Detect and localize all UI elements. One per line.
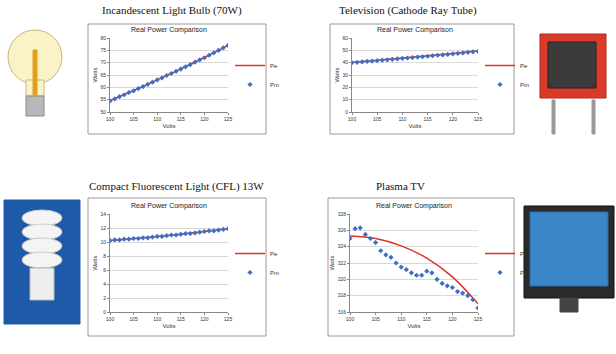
svg-text:Real Power Comparison: Real Power Comparison <box>377 26 453 34</box>
svg-text:8: 8 <box>103 253 106 259</box>
svg-text:Compact Fluorescent Light (CFL: Compact Fluorescent Light (CFL) 13W <box>89 180 264 193</box>
svg-text:105: 105 <box>371 316 380 322</box>
svg-text:0: 0 <box>103 309 106 315</box>
svg-text:Volts: Volts <box>162 123 175 129</box>
svg-text:Pe: Pe <box>520 251 528 257</box>
svg-text:318: 318 <box>338 292 347 298</box>
svg-text:100: 100 <box>106 316 115 322</box>
svg-text:125: 125 <box>474 116 483 122</box>
svg-text:2: 2 <box>103 295 106 301</box>
svg-text:75: 75 <box>100 47 106 53</box>
svg-text:Real Power Comparison: Real Power Comparison <box>376 202 452 210</box>
svg-text:20: 20 <box>342 84 348 90</box>
svg-text:40: 40 <box>342 59 348 65</box>
svg-text:110: 110 <box>397 316 405 322</box>
svg-text:324: 324 <box>338 243 347 249</box>
svg-text:Plasma TV: Plasma TV <box>376 180 425 192</box>
svg-text:110: 110 <box>153 116 161 122</box>
svg-text:60: 60 <box>100 84 106 90</box>
svg-text:Pm: Pm <box>520 82 529 88</box>
svg-text:Volts: Volts <box>408 123 421 129</box>
svg-text:115: 115 <box>177 316 185 322</box>
svg-text:100: 100 <box>348 116 357 122</box>
svg-text:110: 110 <box>398 116 406 122</box>
svg-text:Television (Cathode Ray Tube): Television (Cathode Ray Tube) <box>339 4 477 17</box>
svg-text:316: 316 <box>338 309 347 315</box>
svg-text:70: 70 <box>100 59 106 65</box>
svg-text:125: 125 <box>224 116 233 122</box>
svg-text:Real Power Comparison: Real Power Comparison <box>131 202 207 210</box>
svg-text:Watts: Watts <box>334 67 340 82</box>
svg-text:120: 120 <box>200 316 209 322</box>
svg-text:125: 125 <box>224 316 233 322</box>
svg-text:Real Power Comparison: Real Power Comparison <box>131 26 207 34</box>
svg-text:10: 10 <box>342 96 348 102</box>
svg-text:105: 105 <box>129 316 138 322</box>
svg-text:65: 65 <box>100 72 106 78</box>
svg-text:Pe: Pe <box>520 63 528 69</box>
svg-text:115: 115 <box>424 116 432 122</box>
svg-text:10: 10 <box>100 239 106 245</box>
svg-text:Volts: Volts <box>407 323 420 329</box>
svg-text:80: 80 <box>100 35 106 41</box>
svg-text:Watts: Watts <box>329 255 335 270</box>
svg-text:0: 0 <box>345 109 348 115</box>
svg-text:120: 120 <box>449 116 458 122</box>
svg-text:100: 100 <box>346 316 355 322</box>
svg-text:125: 125 <box>474 316 483 322</box>
svg-text:50: 50 <box>342 47 348 53</box>
svg-text:105: 105 <box>129 116 138 122</box>
svg-text:4: 4 <box>103 281 106 287</box>
svg-text:322: 322 <box>338 260 347 266</box>
svg-text:120: 120 <box>448 316 457 322</box>
svg-text:Pm: Pm <box>270 82 279 88</box>
svg-text:120: 120 <box>200 116 209 122</box>
svg-text:Pm: Pm <box>270 270 279 276</box>
svg-text:50: 50 <box>100 109 106 115</box>
svg-text:Watts: Watts <box>92 255 98 270</box>
svg-text:328: 328 <box>338 211 347 217</box>
svg-text:55: 55 <box>100 96 106 102</box>
svg-text:115: 115 <box>177 116 185 122</box>
svg-text:6: 6 <box>103 267 106 273</box>
svg-text:320: 320 <box>338 276 347 282</box>
svg-text:Incandescent Light Bulb (70W): Incandescent Light Bulb (70W) <box>102 4 242 17</box>
svg-text:30: 30 <box>342 72 348 78</box>
svg-text:12: 12 <box>100 225 106 231</box>
svg-text:Watts: Watts <box>92 67 98 82</box>
svg-text:Pm: Pm <box>520 270 529 276</box>
svg-text:100: 100 <box>106 116 115 122</box>
svg-text:105: 105 <box>373 116 382 122</box>
svg-text:14: 14 <box>100 211 106 217</box>
svg-text:115: 115 <box>423 316 431 322</box>
svg-text:110: 110 <box>153 316 161 322</box>
svg-text:Volts: Volts <box>162 323 175 329</box>
svg-text:Pe: Pe <box>270 63 278 69</box>
svg-text:326: 326 <box>338 227 347 233</box>
svg-text:Pe: Pe <box>270 251 278 257</box>
svg-text:60: 60 <box>342 35 348 41</box>
